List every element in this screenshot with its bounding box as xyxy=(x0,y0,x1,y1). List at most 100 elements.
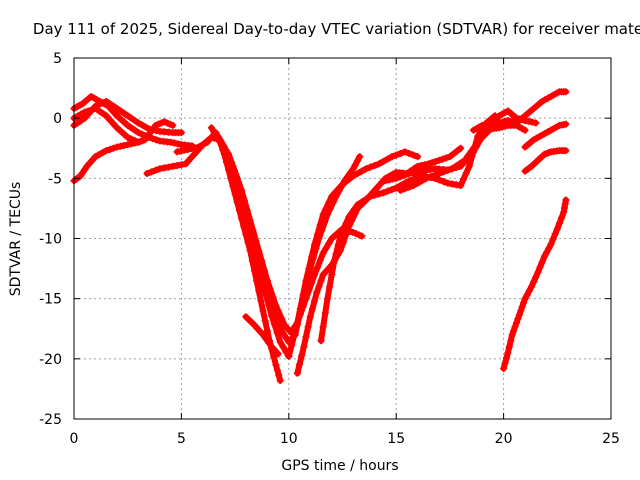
data-point-marker xyxy=(421,161,429,169)
data-point-marker xyxy=(332,250,340,258)
data-point-marker xyxy=(259,307,267,315)
data-point-marker xyxy=(275,308,283,316)
data-point-marker xyxy=(113,124,121,132)
data-point-marker xyxy=(446,153,454,161)
data-point-marker xyxy=(371,161,379,169)
x-tick-label: 10 xyxy=(280,431,298,447)
data-point-marker xyxy=(439,178,447,186)
data-point-marker xyxy=(538,258,546,266)
data-point-marker xyxy=(117,115,125,123)
x-tick-label: 0 xyxy=(70,431,79,447)
data-point-marker xyxy=(273,329,281,337)
data-point-marker xyxy=(156,165,164,173)
data-point-marker xyxy=(313,263,321,271)
data-point-marker xyxy=(354,201,362,209)
data-point-marker xyxy=(371,191,379,199)
data-point-marker xyxy=(562,88,570,96)
data-point-marker xyxy=(91,153,99,161)
data-point-marker xyxy=(504,349,512,357)
data-point-marker xyxy=(263,327,271,335)
series-sat-q xyxy=(500,196,570,372)
data-point-marker xyxy=(334,241,342,249)
data-point-marker xyxy=(305,287,313,295)
data-point-marker xyxy=(308,253,316,261)
data-point-marker xyxy=(512,319,520,327)
x-tick-label: 25 xyxy=(602,431,620,447)
data-point-marker xyxy=(558,214,566,222)
data-point-marker xyxy=(262,335,270,343)
data-point-marker xyxy=(536,263,544,271)
data-point-marker xyxy=(138,121,146,129)
data-point-marker xyxy=(375,160,383,168)
data-point-marker xyxy=(255,287,263,295)
data-point-marker xyxy=(500,364,508,372)
data-point-marker xyxy=(253,277,261,285)
data-point-marker xyxy=(313,230,321,238)
data-point-marker xyxy=(319,210,327,218)
data-point-marker xyxy=(238,186,246,194)
data-point-marker xyxy=(147,168,155,176)
data-point-marker xyxy=(467,148,475,156)
data-point-marker xyxy=(528,118,536,126)
series-layer xyxy=(70,88,570,384)
data-point-marker xyxy=(388,153,396,161)
data-point-marker xyxy=(138,130,146,138)
data-point-marker xyxy=(540,253,548,261)
data-point-marker xyxy=(326,283,334,291)
series-trace xyxy=(500,196,569,372)
data-point-marker xyxy=(260,267,268,275)
data-point-marker xyxy=(313,289,321,297)
data-point-marker xyxy=(308,305,316,313)
data-point-marker xyxy=(358,167,366,175)
data-point-marker xyxy=(265,301,273,309)
data-point-marker xyxy=(330,259,338,267)
data-point-marker xyxy=(424,160,432,168)
data-point-marker xyxy=(302,277,310,285)
data-point-marker xyxy=(374,182,382,190)
data-point-marker xyxy=(562,196,570,204)
data-point-marker xyxy=(428,159,436,167)
data-point-marker xyxy=(285,352,293,360)
data-point-marker xyxy=(366,163,374,171)
data-point-marker xyxy=(530,278,538,286)
data-point-marker xyxy=(511,323,519,331)
data-point-marker xyxy=(349,165,357,173)
data-point-marker xyxy=(431,171,439,179)
data-point-marker xyxy=(448,165,456,173)
data-point-marker xyxy=(184,145,192,153)
data-point-marker xyxy=(275,371,283,379)
data-point-marker xyxy=(555,219,563,227)
data-point-marker xyxy=(99,99,107,107)
data-point-marker xyxy=(439,168,447,176)
data-point-marker xyxy=(152,166,160,174)
data-point-marker xyxy=(99,109,107,117)
data-point-marker xyxy=(384,187,392,195)
data-point-marker xyxy=(141,136,149,144)
series-sat-b xyxy=(70,138,142,185)
x-tick-label: 5 xyxy=(177,431,186,447)
data-point-marker xyxy=(502,354,510,362)
data-point-marker xyxy=(543,249,551,257)
data-point-marker xyxy=(392,151,400,159)
data-point-marker xyxy=(120,141,128,149)
data-point-marker xyxy=(319,323,327,331)
data-point-marker xyxy=(321,309,329,317)
data-point-marker xyxy=(117,107,125,115)
data-point-marker xyxy=(144,131,152,139)
data-point-marker xyxy=(229,162,237,170)
data-point-marker xyxy=(262,291,270,299)
data-point-marker xyxy=(562,120,570,128)
data-point-marker xyxy=(460,175,468,183)
y-tick-label: -15 xyxy=(39,292,62,308)
data-point-marker xyxy=(212,129,220,137)
data-point-marker xyxy=(346,175,354,183)
data-point-marker xyxy=(517,307,525,315)
data-point-marker xyxy=(180,146,188,154)
data-point-marker xyxy=(124,141,132,149)
data-point-marker xyxy=(348,209,356,217)
series-trace xyxy=(318,112,499,344)
data-point-marker xyxy=(532,273,540,281)
series-sat-h xyxy=(212,129,366,336)
data-point-marker xyxy=(74,119,82,127)
data-point-marker xyxy=(273,366,281,374)
